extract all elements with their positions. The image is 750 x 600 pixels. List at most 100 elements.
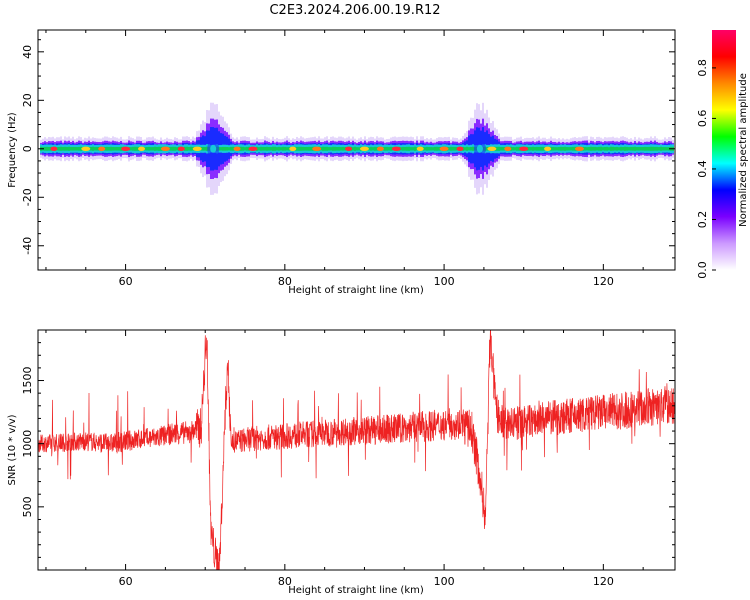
y-tick-label: 500 [21, 496, 34, 517]
spectrum-band-core [512, 147, 514, 151]
spectrum-plot: 60 80 100 120 40 20 0 -20 -40 Height of straight… [7, 29, 676, 296]
spectrum-band-core [572, 146, 574, 151]
spectrum-band-core [562, 146, 564, 151]
y-tick-label: -40 [21, 237, 34, 255]
spectrum-band-core [48, 146, 50, 151]
spectrum-band-core [424, 147, 426, 151]
x-tick-label: 100 [434, 575, 455, 588]
spectrum-band-core [498, 146, 500, 151]
x-tick-label: 100 [434, 275, 455, 288]
spectrum-band-core [246, 146, 248, 151]
spectrum-band-core [638, 146, 640, 151]
spectrum-band-core [618, 147, 620, 151]
spectrum-band-core [152, 147, 154, 151]
spectrum-band-core [540, 146, 542, 151]
snr-axes-ticks: 60 80 100 120 1500 1000 500 [21, 329, 675, 588]
spectrum-band-core [108, 146, 110, 151]
spectrum-band-core [532, 146, 534, 151]
spectrum-band-core [120, 146, 122, 151]
snr-ylabel: SNR (10 * v/v) [7, 414, 18, 485]
spectrum-band-core [272, 146, 274, 151]
spectrum-band-core [432, 147, 434, 151]
spectrum-band-core [96, 147, 98, 151]
spectrum-band [40, 102, 674, 195]
spectrum-band-core [552, 147, 554, 151]
spectrum-band-core [184, 146, 186, 151]
spectrum-band-core [62, 146, 64, 151]
spectrum-hot-spot [487, 146, 497, 151]
colorbar-tick-label: 0.6 [696, 110, 709, 128]
spectrum-band-core [190, 146, 192, 151]
spectrum-band-core [594, 146, 596, 151]
spectrum-hot-spot [50, 146, 58, 151]
spectrum-band-core [502, 147, 504, 151]
spectrum-band-core [172, 146, 174, 151]
spectrum-band-core [534, 147, 536, 151]
spectrum-band-core [146, 147, 148, 151]
spectrum-hot-spot [312, 146, 322, 151]
spectrum-band-core [430, 147, 432, 151]
spectrum-band-core [136, 146, 138, 151]
spectrum-band-core [648, 146, 650, 151]
spectrum-band-core [340, 147, 342, 151]
spectrum-band-core [652, 146, 654, 151]
spectrum-band-core [204, 147, 206, 151]
spectrum-band-core [486, 147, 488, 151]
spectrum-band-core [270, 147, 272, 151]
spectrum-hot-spot [81, 146, 91, 151]
spectrum-band-core [78, 146, 80, 151]
spectrum-band-core [222, 146, 224, 151]
spectrum-band-core [170, 146, 172, 151]
spectrum-hot-spot [519, 146, 529, 151]
spectrum-band-core [116, 147, 118, 151]
spectrum-band-core [322, 146, 324, 151]
spectrum-band-core [588, 147, 590, 151]
spectrum-band-core [224, 146, 226, 151]
spectrum-band-core [118, 146, 120, 151]
spectrum-band-core [654, 146, 656, 151]
spectrum-hot-spot [138, 146, 146, 151]
spectrum-hot-spot [504, 146, 512, 151]
spectrum-band-core [650, 146, 652, 151]
spectrum-band-core [260, 146, 262, 151]
spectrum-band-core [278, 146, 280, 151]
colorbar: 0.0 0.2 0.4 0.6 0.8 Normalized spectral ampl… [696, 30, 749, 279]
snr-plot-area [38, 330, 675, 570]
spectrum-band-core [70, 147, 72, 151]
spectrum-frame [37, 29, 676, 271]
spectrum-band-core [148, 146, 150, 151]
spectrum-band-core [610, 146, 612, 151]
y-tick-label: 1000 [21, 430, 34, 458]
spectrum-hot-spot [160, 146, 170, 151]
snr-line [38, 330, 675, 570]
spectrum-band-core [408, 146, 410, 151]
spectrum-band-core [232, 146, 234, 151]
spectrum-band-core [310, 146, 312, 151]
spectrum-band-core [46, 146, 48, 151]
y-tick-label: 1500 [21, 367, 34, 395]
colorbar-tick-label: 0.0 [696, 261, 709, 279]
spectrum-band-core [330, 147, 332, 151]
spectrum-hot-spot [233, 146, 241, 151]
spectrum-band-core [240, 146, 242, 151]
spectrum-band-core [370, 146, 372, 151]
spectrum-band-core [176, 147, 178, 151]
spectrum-band-core [448, 147, 450, 151]
spectrum-band-core [628, 147, 630, 151]
spectrum-band-core [76, 147, 78, 151]
spectrum-band-core [44, 146, 46, 151]
spectrum-band-core [280, 147, 282, 151]
spectrum-band-core [258, 147, 260, 151]
spectrum-band-core [660, 146, 662, 151]
x-tick-label: 80 [278, 575, 292, 588]
spectrum-band-core [326, 146, 328, 151]
spectrum-band-core [400, 147, 402, 151]
spectrum-band-core [434, 146, 436, 151]
spectrum-band-core [244, 147, 246, 151]
spectrum-band-core [112, 146, 114, 151]
spectrum-band-core [276, 147, 278, 151]
spectrum-band-core [80, 146, 82, 151]
spectrum-band-core [352, 147, 354, 151]
spectrum-band-core [386, 146, 388, 151]
